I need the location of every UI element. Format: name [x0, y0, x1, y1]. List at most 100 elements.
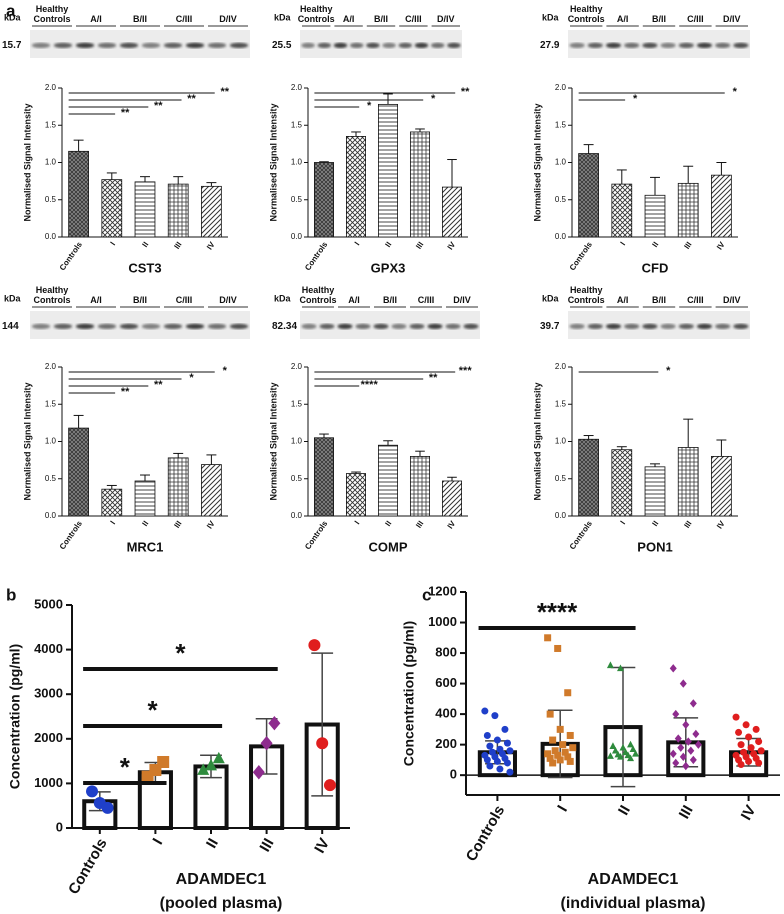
data-point	[619, 743, 627, 751]
data-point	[757, 747, 765, 755]
bar	[377, 103, 398, 238]
blot-band	[333, 42, 348, 49]
bar	[345, 473, 366, 517]
blot-band	[414, 42, 429, 49]
significance-label: *	[733, 86, 738, 98]
y-tick-label: 0.0	[291, 511, 303, 520]
data-point	[496, 765, 504, 773]
chart-title: CST3	[128, 260, 161, 275]
blot-band	[185, 323, 205, 329]
x-tick-label: II	[650, 240, 660, 249]
blot-band	[119, 323, 139, 329]
lane-label: D/IV	[219, 14, 237, 24]
data-point	[551, 747, 559, 755]
lane-label-box: D/IV	[219, 14, 237, 24]
lane-label-box: Healthy Controls	[34, 285, 71, 305]
data-point	[559, 741, 567, 749]
blot-band	[678, 323, 694, 329]
data-point	[503, 739, 511, 747]
blot-band	[587, 323, 603, 329]
data-point	[629, 745, 637, 753]
data-point	[546, 710, 554, 718]
data-point	[212, 751, 225, 764]
y-tick-label: 0.5	[555, 474, 567, 483]
y-axis-label: Concentration (pg/ml)	[7, 644, 23, 789]
x-tick-label: Controls	[303, 240, 330, 273]
blot-marker: 144	[2, 321, 19, 332]
y-tick-label: 800	[435, 644, 457, 659]
y-tick-label: 2.0	[45, 362, 57, 371]
bar	[101, 488, 123, 517]
x-tick-label: IV	[446, 519, 458, 531]
bar	[68, 150, 89, 238]
lane-label-box: Healthy Controls	[298, 4, 335, 24]
x-axis-label: ADAMDEC1	[588, 871, 679, 888]
blot-band	[463, 323, 479, 329]
lane-label: C/III	[405, 14, 422, 24]
lane-label-box: B/II	[383, 295, 397, 305]
significance-label: *	[367, 100, 372, 112]
blot-band	[75, 42, 95, 49]
lane-label: B/II	[132, 14, 147, 24]
lane-label-box: D/IV	[723, 14, 741, 24]
blot-band	[349, 42, 364, 49]
blot-band	[733, 42, 749, 49]
data-point	[679, 752, 687, 762]
lane-label-box: C/III	[418, 295, 435, 305]
data-point	[735, 728, 743, 736]
data-point	[692, 729, 700, 739]
panel-letter: a	[6, 1, 16, 20]
significance-label: **	[121, 107, 130, 119]
x-tick-label: III	[414, 240, 425, 251]
data-point	[566, 757, 574, 765]
blot-band	[569, 42, 585, 49]
x-tick-label: I	[149, 835, 166, 847]
bar	[68, 427, 89, 517]
y-tick-label: 2.0	[291, 83, 303, 92]
x-tick-label: Controls	[303, 519, 330, 552]
bar	[409, 131, 430, 238]
data-point	[86, 785, 99, 798]
x-tick-label: I	[109, 519, 118, 526]
x-tick-label: I	[554, 802, 571, 814]
bar	[134, 480, 156, 517]
y-tick-label: 0.0	[291, 232, 303, 241]
x-tick-label: III	[682, 240, 693, 251]
y-tick-label: 1.5	[45, 399, 57, 408]
data-point	[677, 743, 685, 752]
data-point	[669, 664, 677, 673]
blot-band	[409, 323, 425, 329]
lane-label-box: D/IV	[453, 295, 471, 305]
lane-label: A/I	[90, 14, 102, 24]
y-tick-label: 1.0	[555, 437, 567, 446]
bar	[611, 183, 633, 238]
significance-label: *	[431, 93, 436, 105]
y-tick-label: 2.0	[45, 83, 57, 92]
bar	[711, 455, 732, 517]
lane-label-box: D/IV	[437, 14, 455, 24]
bar	[201, 464, 222, 517]
x-tick-label: I	[353, 240, 362, 247]
data-point	[606, 661, 614, 669]
blot-band	[642, 42, 658, 49]
lane-label: B/II	[373, 14, 388, 24]
blot-band	[445, 323, 461, 329]
y-tick-label: 0.0	[45, 511, 57, 520]
y-tick-label: 0.5	[291, 195, 303, 204]
lane-label: B/II	[651, 295, 666, 305]
lane-label-box: B/II	[132, 14, 147, 24]
bar	[167, 457, 189, 517]
bar	[644, 194, 666, 238]
bar	[677, 447, 699, 517]
x-tick-label: Controls	[58, 240, 85, 273]
y-tick-label: 1.5	[555, 120, 567, 129]
x-tick-label: I	[619, 240, 628, 247]
data-point	[682, 720, 690, 729]
data-point	[689, 699, 697, 708]
x-axis-label: (pooled plasma)	[160, 895, 283, 912]
blot-band	[53, 42, 73, 49]
blot-marker: 27.9	[540, 40, 560, 51]
data-point	[205, 758, 217, 771]
blot-unit: kDa	[542, 12, 560, 22]
y-tick-label: 400	[435, 706, 457, 721]
